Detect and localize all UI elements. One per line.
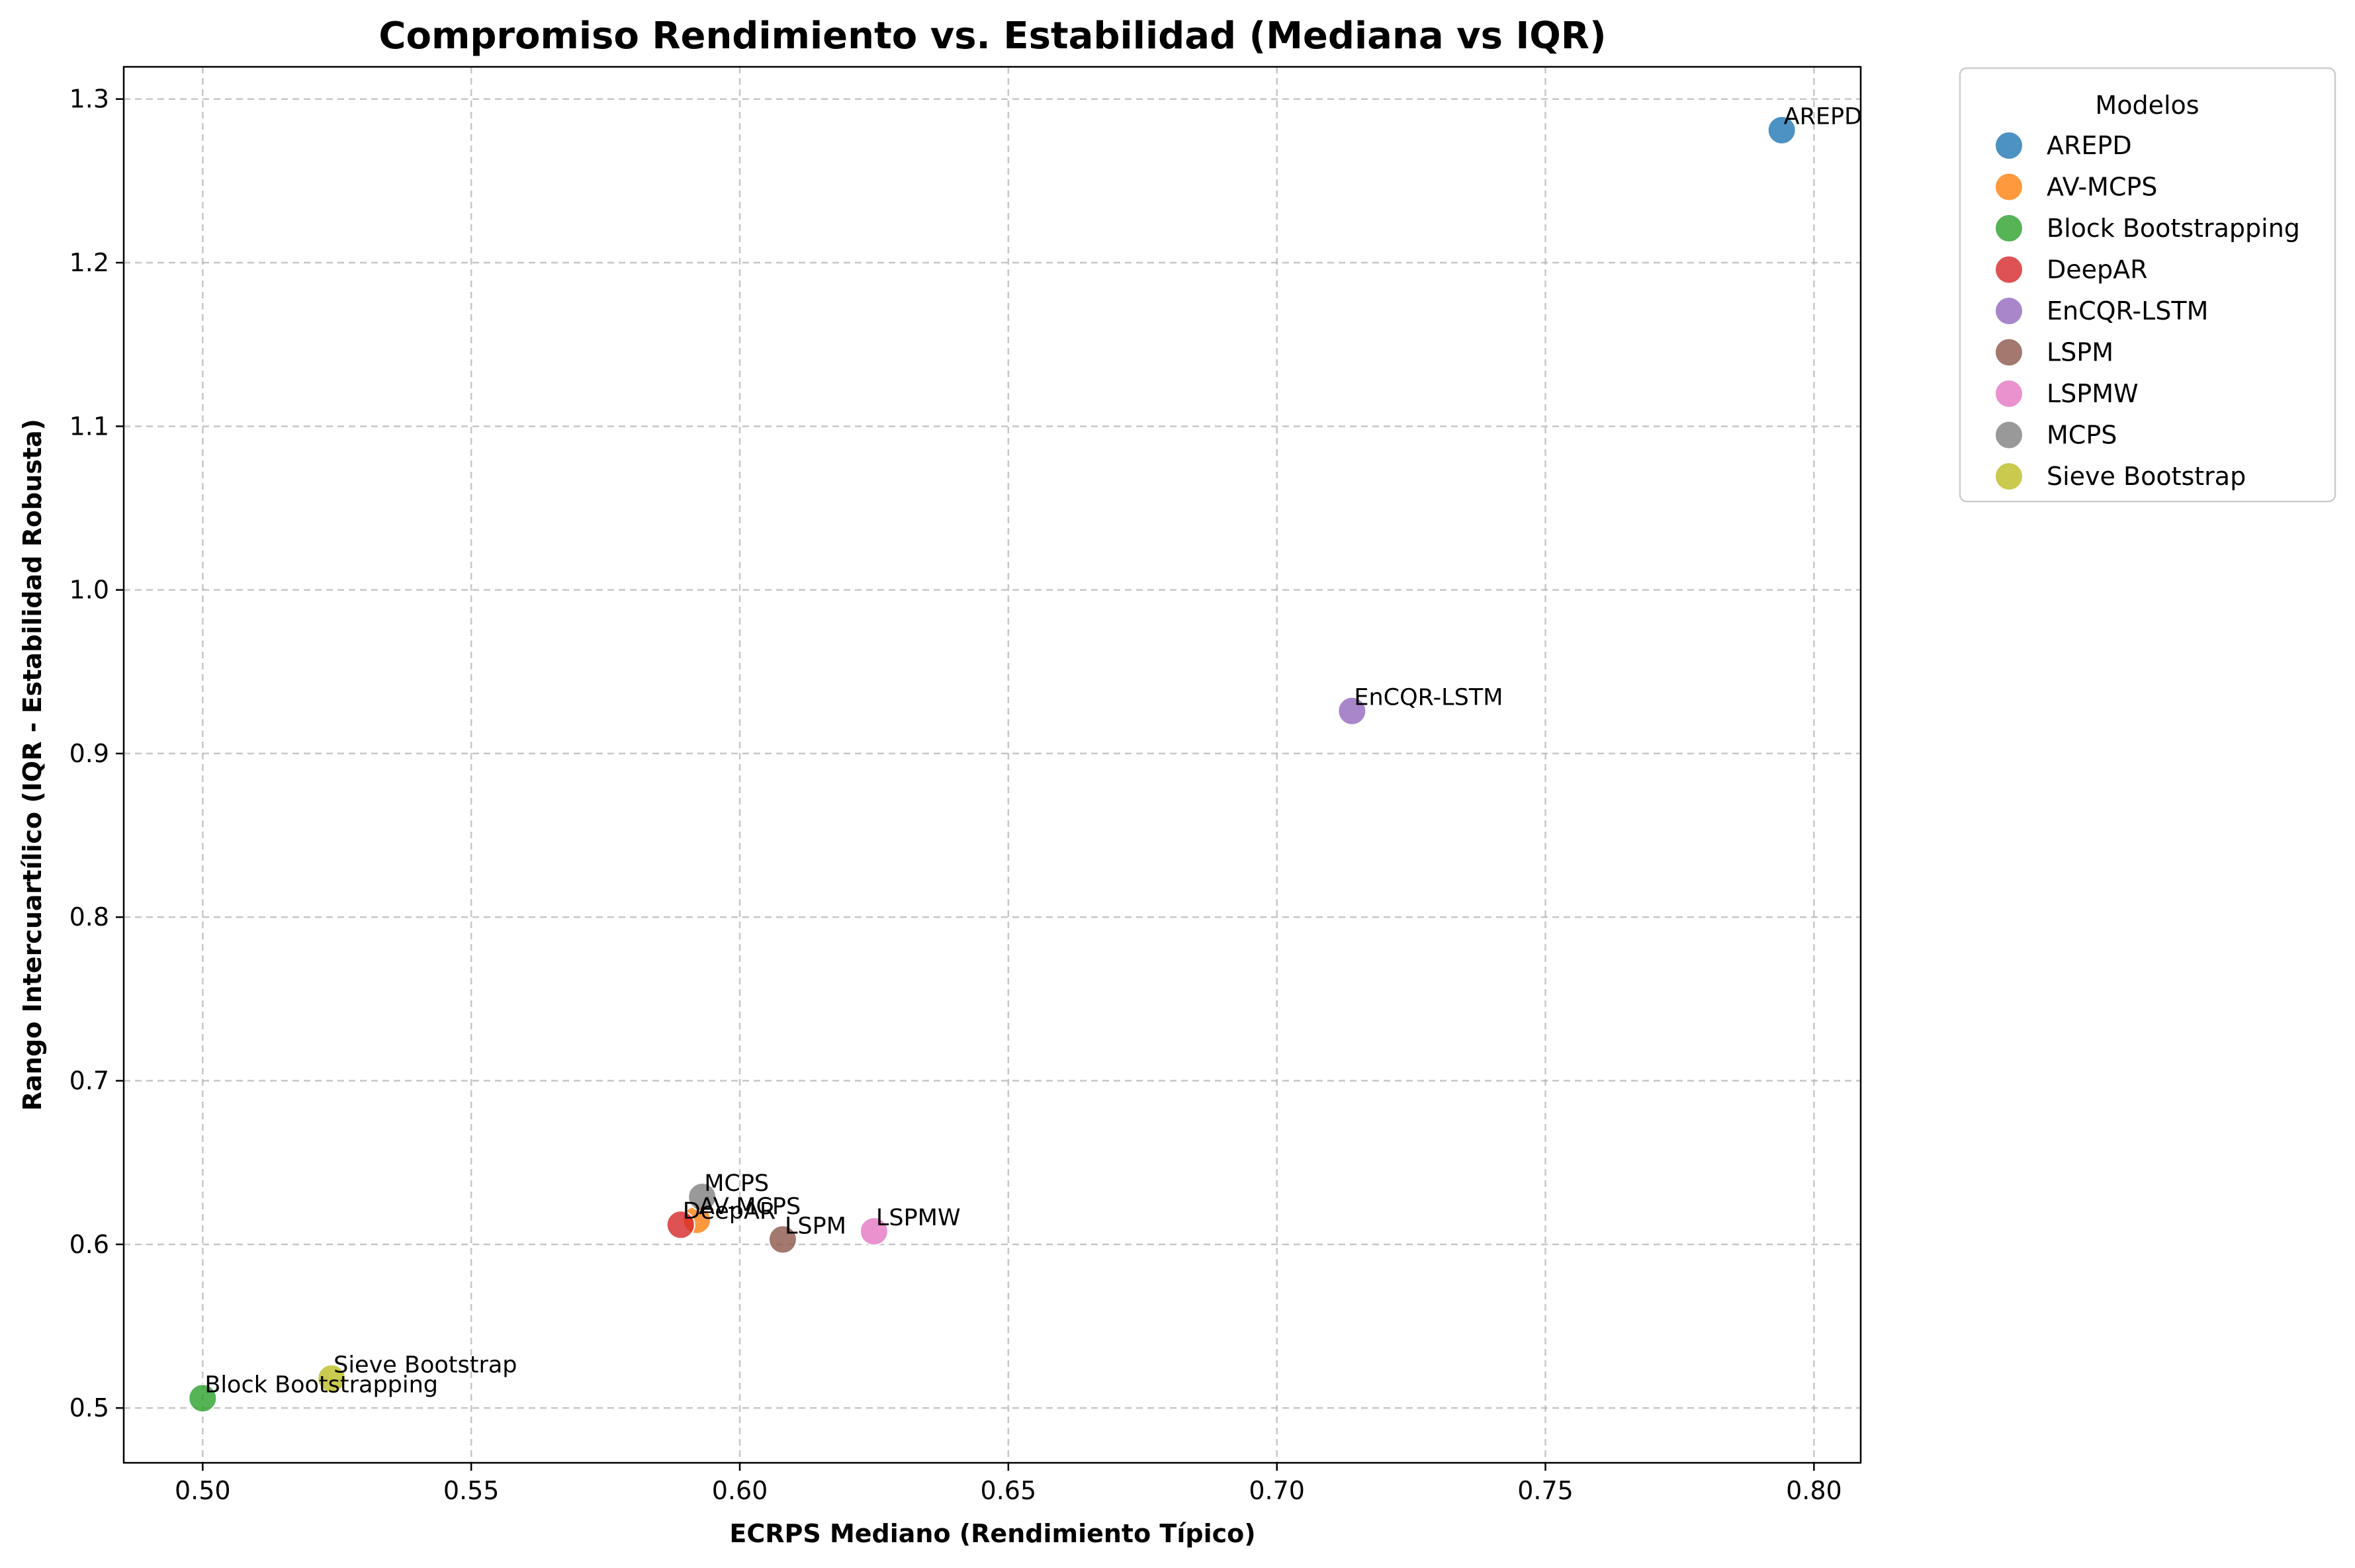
data-point-label: MCPS: [704, 1170, 769, 1197]
x-tick-label: 0.60: [712, 1476, 768, 1505]
data-points: [188, 115, 1797, 1413]
x-tick-label: 0.80: [1786, 1476, 1842, 1505]
legend-marker: [1994, 172, 2023, 202]
plot-frame: [122, 65, 1862, 1464]
x-tick-label: 0.65: [981, 1476, 1037, 1505]
legend-box: [1959, 67, 2336, 503]
y-tick-label: 1.2: [69, 248, 109, 277]
axis-ticks: 0.50 0.55 0.60 0.65 0.70 0.75 0.80 0.5 0.6 0.7 0.8…: [69, 85, 1842, 1505]
legend-label: DeepAR: [2047, 255, 2148, 284]
data-point: [859, 1217, 889, 1246]
data-point-label: Block Bootstrapping: [204, 1372, 438, 1398]
x-tick-label: 0.55: [443, 1476, 500, 1505]
legend-marker: [1994, 255, 2023, 284]
grid-lines: [124, 67, 1861, 1463]
y-tick-label: 0.6: [69, 1230, 109, 1259]
legend-label: EnCQR-LSTM: [2047, 296, 2208, 326]
legend-marker: [1994, 379, 2023, 408]
legend-label: MCPS: [2047, 421, 2117, 450]
y-tick-label: 0.9: [69, 739, 109, 768]
legend-label: AREPD: [2047, 131, 2132, 160]
y-tick-label: 0.7: [69, 1067, 109, 1096]
legend-label: Block Bootstrapping: [2047, 214, 2300, 243]
legend-items: AREPD AV-MCPS Block Bootstrapping DeepAR EnC…: [1994, 131, 2300, 491]
data-point-label: EnCQR-LSTM: [1354, 685, 1503, 711]
data-point: [317, 1364, 347, 1393]
x-axis-label: ECRPS Mediano (Rendimiento Típico): [729, 1519, 1255, 1548]
point-labels: AREPD AV-MCPS Block Bootstrapping DeepAR EnC…: [204, 104, 1862, 1399]
x-tick-label: 0.75: [1517, 1476, 1574, 1505]
y-axis-label: Rango Intercuartílico (IQR - Estabilidad…: [18, 419, 47, 1111]
legend-marker: [1994, 337, 2023, 367]
legend-marker: [1994, 420, 2023, 450]
x-tick-label: 0.70: [1249, 1476, 1305, 1505]
legend-marker: [1994, 462, 2023, 491]
data-point-label: LSPMW: [876, 1205, 961, 1231]
data-point: [1767, 115, 1797, 145]
y-tick-label: 1.1: [69, 412, 109, 441]
legend-marker: [1994, 296, 2023, 326]
data-point-label: DeepAR: [683, 1198, 776, 1225]
legend-label: AV-MCPS: [2047, 173, 2157, 202]
legend-label: LSPMW: [2047, 379, 2139, 408]
data-point: [666, 1210, 695, 1240]
y-tick-label: 0.5: [69, 1393, 109, 1422]
legend: Modelos AREPD AV-MCPS Block Bootstrapping D…: [1959, 67, 2336, 503]
data-point-label: LSPM: [785, 1213, 846, 1239]
data-point-label: AV-MCPS: [699, 1194, 801, 1220]
data-point: [688, 1182, 717, 1212]
data-point: [768, 1225, 797, 1254]
legend-title: Modelos: [2095, 91, 2199, 120]
data-point: [1337, 696, 1367, 726]
data-point: [188, 1383, 218, 1413]
legend-label: LSPM: [2047, 338, 2113, 367]
y-tick-label: 1.3: [69, 85, 109, 114]
data-point-label: AREPD: [1784, 104, 1862, 130]
legend-marker: [1994, 131, 2023, 160]
x-tick-label: 0.50: [175, 1476, 231, 1505]
y-tick-label: 1.0: [69, 576, 109, 605]
legend-marker: [1994, 214, 2023, 243]
legend-label: Sieve Bootstrap: [2047, 462, 2246, 491]
data-point-label: Sieve Bootstrap: [333, 1352, 517, 1379]
chart-title: Compromiso Rendimiento vs. Estabilidad (…: [378, 15, 1606, 58]
y-tick-label: 0.8: [69, 902, 109, 932]
